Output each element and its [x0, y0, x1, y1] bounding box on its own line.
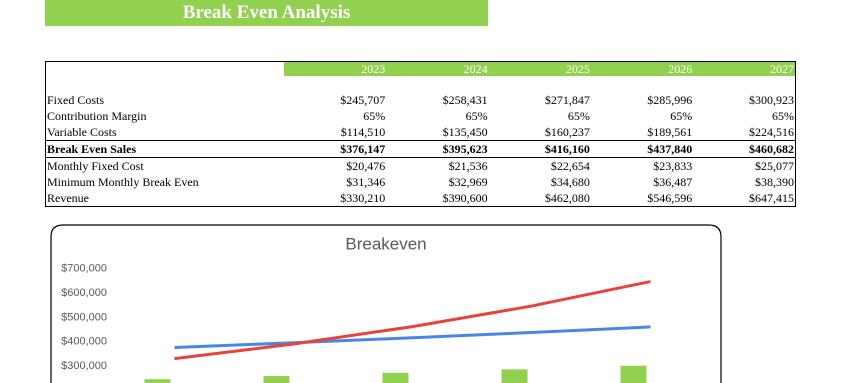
table-row: Minimum Monthly Break Even $31,346 $32,969…: [46, 174, 796, 190]
table-row: Monthly Fixed Cost $20,476 $21,536 $22,654 $…: [46, 158, 796, 175]
chart-frame: [50, 224, 722, 383]
cell: $376,147: [284, 140, 387, 158]
y-tick-label: $700,000: [61, 263, 107, 275]
row-label: Revenue: [47, 191, 89, 205]
cell: $114,510: [340, 125, 386, 139]
cell: $462,080: [544, 191, 590, 205]
bar: [144, 379, 171, 383]
cell: 65%: [465, 109, 488, 123]
cell: $285,996: [647, 93, 693, 107]
cell: $395,623: [386, 140, 489, 158]
cell: $36,487: [653, 175, 693, 189]
bar: [501, 369, 528, 383]
header-row: 2023 2024 2025 2026 2027: [46, 61, 796, 76]
cell: 65%: [363, 109, 386, 123]
year-header: 2023: [284, 61, 387, 76]
row-label: Contribution Margin: [47, 109, 147, 123]
y-tick-label: $300,000: [61, 360, 107, 372]
cell: $437,840: [590, 140, 694, 158]
line: [174, 325, 651, 349]
year-header: 2025: [488, 61, 591, 76]
cell: $300,923: [749, 93, 794, 107]
cell: 65%: [772, 109, 794, 123]
cell: 65%: [670, 109, 693, 123]
cell: $31,346: [346, 175, 386, 189]
cell: $330,210: [340, 191, 386, 205]
y-tick-label: $400,000: [61, 336, 107, 348]
cell: $20,476: [346, 159, 386, 173]
year-header: 2027: [693, 61, 796, 76]
table-row: Break Even Sales $376,147 $395,623 $416,160…: [45, 140, 796, 158]
cell: $647,415: [749, 191, 794, 205]
y-tick-label: $500,000: [61, 311, 107, 323]
break-even-table: 2023 2024 2025 2026 2027 Fixed Costs $245,707 $…: [45, 61, 796, 207]
chart-title: Breakeven: [345, 234, 426, 253]
cell: $258,431: [442, 93, 488, 107]
cell: $38,390: [755, 175, 794, 189]
sheet-title: Break Even Analysis: [45, 0, 488, 26]
cell: 65%: [567, 109, 590, 123]
cell: $21,536: [448, 159, 488, 173]
line: [174, 280, 651, 361]
table-row: Revenue $330,210 $390,600 $462,080 $546,596 $…: [46, 190, 796, 207]
cell: $224,516: [749, 125, 794, 139]
cell: $23,833: [653, 159, 693, 173]
cell: $460,682: [693, 140, 796, 158]
cell: $22,654: [550, 159, 590, 173]
cell: $416,160: [488, 140, 591, 158]
cell: $390,600: [442, 191, 488, 205]
row-label: Monthly Fixed Cost: [47, 159, 144, 173]
row-label: Break Even Sales: [45, 140, 284, 158]
year-header: 2026: [590, 61, 694, 76]
row-label: Minimum Monthly Break Even: [47, 175, 199, 189]
cell: $245,707: [340, 93, 386, 107]
table-row: Contribution Margin 65% 65% 65% 65% 65%: [46, 108, 796, 124]
y-tick-label: $600,000: [61, 287, 107, 299]
cell: $271,847: [544, 93, 590, 107]
bar: [263, 376, 290, 383]
cell: $160,237: [544, 125, 590, 139]
cell: $32,969: [448, 175, 488, 189]
table-row: Variable Costs $114,510 $135,450 $160,237 $1…: [46, 124, 796, 141]
cell: $135,450: [442, 125, 488, 139]
cell: $546,596: [647, 191, 693, 205]
bar: [620, 365, 647, 383]
bar: [382, 372, 409, 383]
cell: $25,077: [755, 159, 794, 173]
row-label: Variable Costs: [47, 125, 117, 139]
table-row: Fixed Costs $245,707 $258,431 $271,847 $285,…: [46, 92, 796, 108]
row-label: Fixed Costs: [47, 93, 105, 107]
cell: $189,561: [647, 125, 693, 139]
cell: $34,680: [550, 175, 590, 189]
year-header: 2024: [386, 61, 489, 76]
